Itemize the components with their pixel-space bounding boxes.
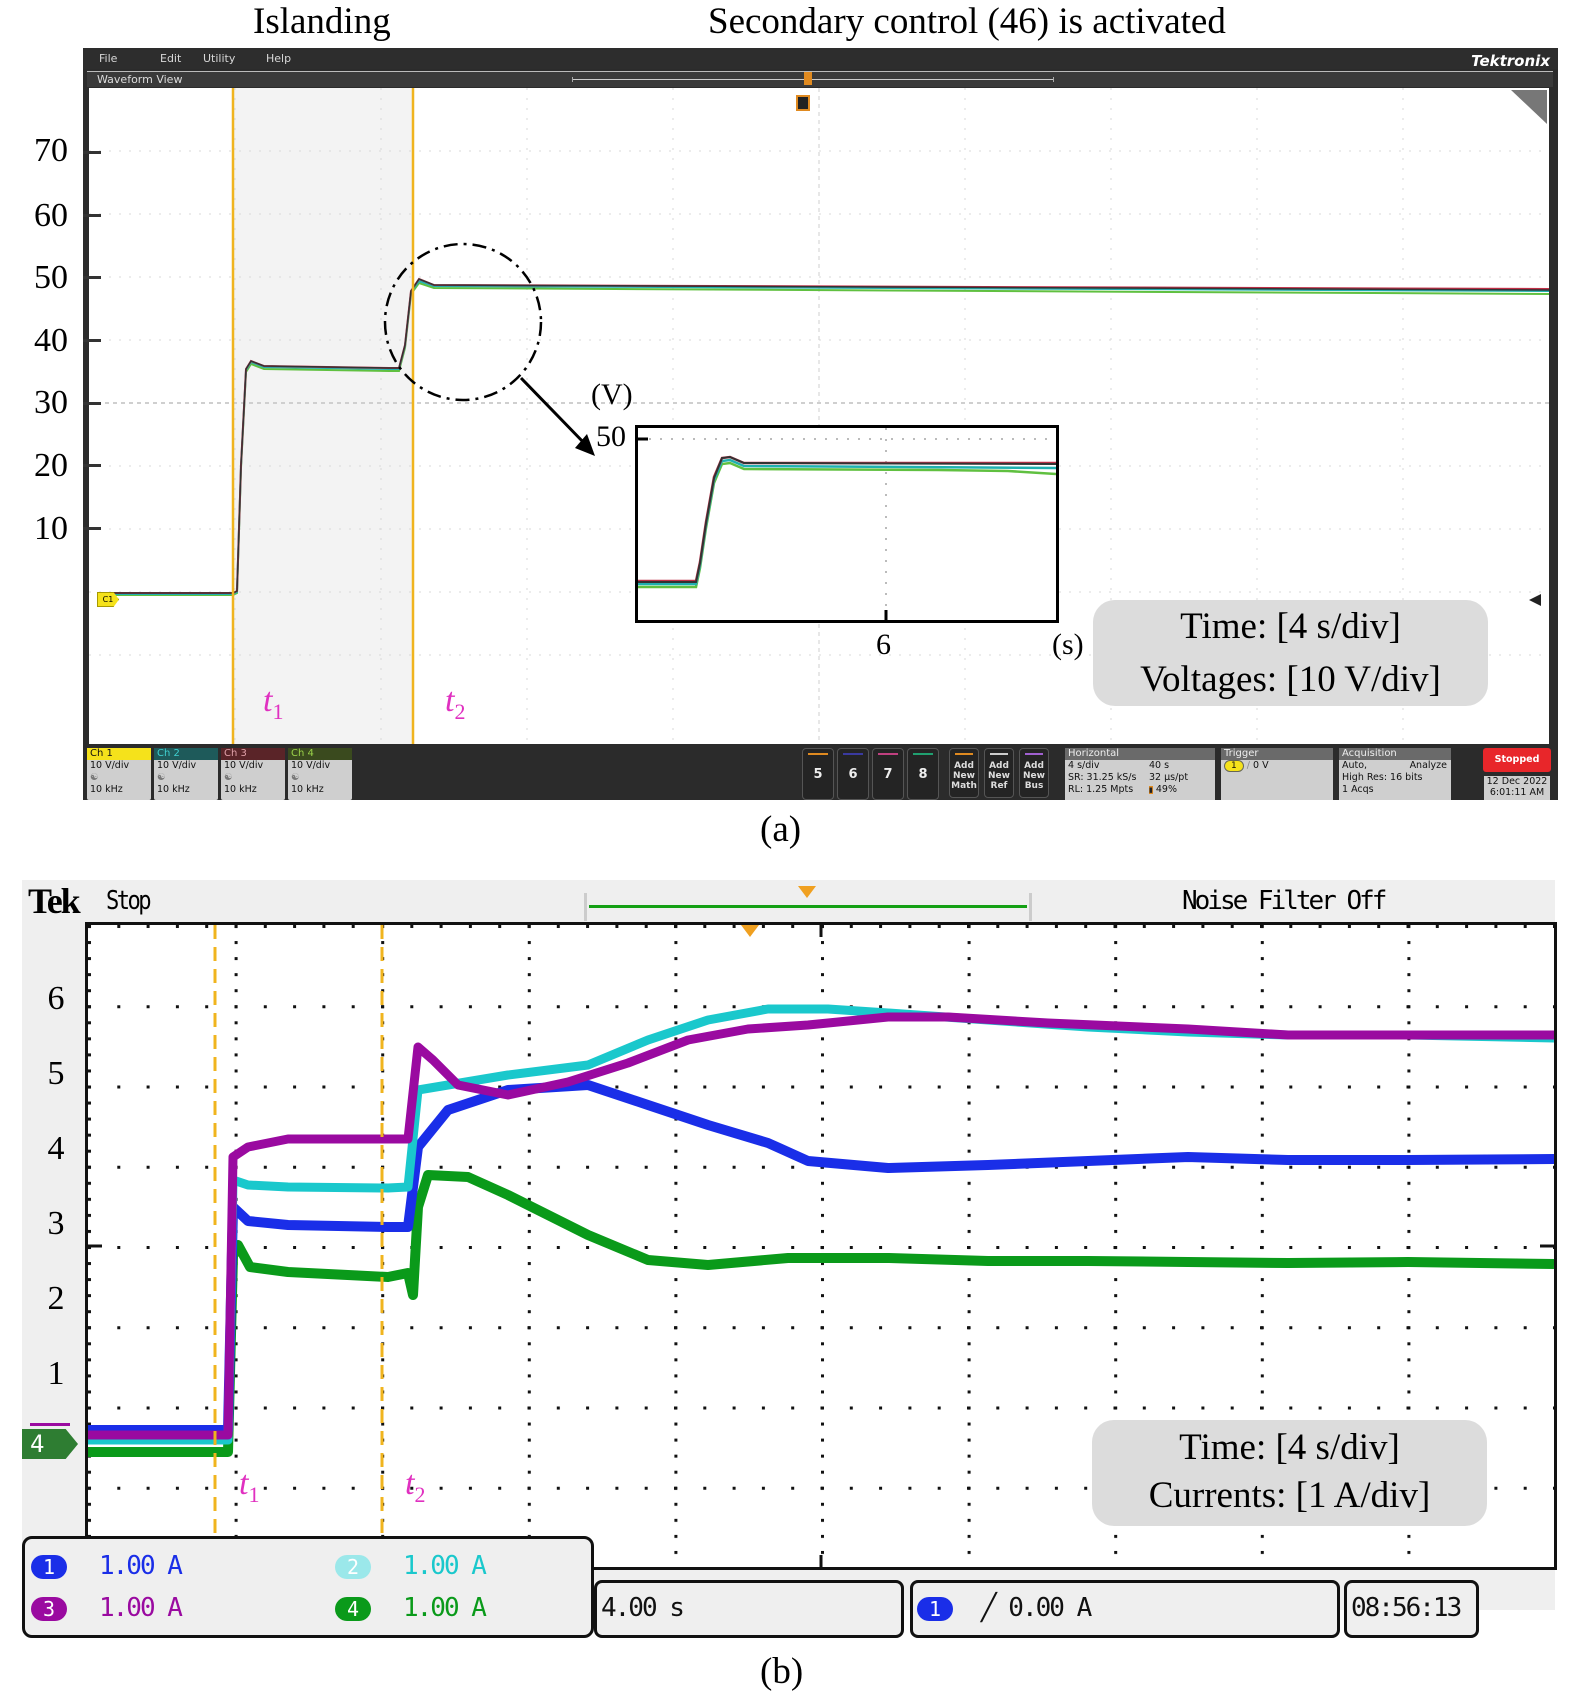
y-tick-label: 30 — [34, 384, 68, 421]
trigger-marker-icon — [741, 925, 759, 937]
record-overview[interactable] — [572, 77, 1054, 82]
menu-file[interactable]: File — [99, 52, 118, 65]
acquisition-state: Stop — [106, 886, 152, 916]
channel-1-badge[interactable]: Ch 1 10 V/div ☯ 10 kHz — [87, 748, 151, 800]
waveform-view-bar: Waveform View — [87, 71, 1553, 87]
channel-5-button[interactable]: 5 — [802, 748, 834, 800]
y-tick-label: 60 — [34, 197, 68, 234]
channel-4-readout[interactable]: 4 1.00 A — [335, 1593, 487, 1623]
timebase-readout[interactable]: 4.00 s — [594, 1580, 904, 1638]
waveform-svg-b — [88, 925, 1555, 1567]
trigger-position-icon — [798, 886, 816, 898]
y-tick — [83, 151, 101, 154]
trigger-marker-icon — [796, 95, 810, 111]
y-tick-label: 4 — [47, 1130, 65, 1167]
clock-readout: 08:56:13 — [1344, 1580, 1479, 1638]
trigger-panel[interactable]: Trigger 1 ∕ 0 V — [1221, 748, 1333, 800]
y-tick-label: 1 — [47, 1355, 65, 1392]
channel-1-readout[interactable]: 1 1.00 A — [31, 1551, 183, 1581]
oscilloscope-a: File Edit Utility Help Tektronix Wavefor… — [83, 48, 1558, 800]
record-overview[interactable] — [584, 893, 1032, 921]
zoom-circle — [383, 242, 543, 402]
noise-filter-status: Noise Filter Off — [1182, 886, 1387, 916]
trigger-position-icon — [804, 72, 812, 85]
time-scale-text: Time: [4 s/div] — [1180, 606, 1401, 647]
brand-logo: Tektronix — [1471, 52, 1550, 70]
channel-readouts: 1 1.00 A 2 1.00 A 3 1.00 A 4 1.00 A — [22, 1536, 594, 1638]
y-tick-label: 2 — [47, 1280, 65, 1317]
y-tick-label: 20 — [34, 447, 68, 484]
y-tick — [83, 527, 101, 530]
scale-info-label-a: Time: [4 s/div] Voltages: [10 V/div] — [1093, 600, 1488, 706]
channel-4-ground-marker[interactable]: 4 — [22, 1429, 78, 1459]
t2-label: t2 — [405, 1465, 426, 1507]
status-bar-a: Ch 1 10 V/div ☯ 10 kHz Ch 2 10 V/div ☯ 1… — [83, 744, 1558, 800]
t1-label: t1 — [239, 1465, 260, 1507]
y-tick-label: 10 — [34, 510, 68, 547]
acquisition-panel[interactable]: Acquisition Auto, Analyze High Res: 16 bi… — [1339, 748, 1451, 800]
channel-2-badge[interactable]: Ch 2 10 V/div ☯ 10 kHz — [154, 748, 218, 800]
inset-zoom — [635, 425, 1059, 623]
y-tick-label: 40 — [34, 322, 68, 359]
panel-a-label: (a) — [760, 809, 802, 850]
channel-3-badge[interactable]: Ch 3 10 V/div ☯ 10 kHz — [221, 748, 285, 800]
menu-help[interactable]: Help — [266, 52, 292, 65]
trigger-readout[interactable]: 1 ╱ 0.00 A — [910, 1580, 1340, 1638]
secondary-control-caption: Secondary control (46) is activated — [708, 1, 1226, 42]
menu-edit[interactable]: Edit — [160, 52, 182, 65]
channel-8-button[interactable]: 8 — [907, 748, 939, 800]
channel-4-badge[interactable]: Ch 4 10 V/div ☯ 10 kHz — [288, 748, 352, 800]
y-tick-label: 70 — [34, 132, 68, 169]
channel-3-readout[interactable]: 3 1.00 A — [31, 1593, 183, 1623]
y-tick-label: 50 — [34, 259, 68, 296]
y-tick — [83, 464, 101, 467]
y-tick — [83, 276, 101, 279]
inset-x-unit: (s) — [1052, 628, 1084, 661]
add-new-bus-button[interactable]: Add New Bus — [1019, 748, 1049, 798]
channel-7-button[interactable]: 7 — [872, 748, 904, 800]
tek-logo: Tek — [28, 881, 81, 921]
channel-1-marker[interactable]: C1 — [97, 592, 119, 607]
run-stop-button[interactable]: Stopped — [1483, 748, 1551, 772]
trigger-source-badge: 1 — [1224, 760, 1244, 772]
scale-info-label-b: Time: [4 s/div] Currents: [1 A/div] — [1092, 1420, 1487, 1526]
islanding-caption: Islanding — [253, 1, 391, 42]
channel-6-button[interactable]: 6 — [837, 748, 869, 800]
time-scale-text: Time: [4 s/div] — [1179, 1427, 1400, 1468]
waveform-view-title: Waveform View — [97, 73, 183, 86]
arrow-head-icon — [575, 434, 595, 456]
y-tick-label: 6 — [47, 980, 65, 1017]
y-tick — [83, 402, 101, 405]
inset-y-tick: 50 — [596, 420, 626, 453]
date-time-display: 12 Dec 2022 6:01:11 AM — [1484, 776, 1550, 800]
trigger-slope-icon: ∕ — [1246, 760, 1250, 771]
horizontal-panel[interactable]: Horizontal 4 s/div 40 s SR: 31.25 kS/s 32 … — [1065, 748, 1215, 800]
inset-x-tick: 6 — [876, 628, 891, 661]
menu-utility[interactable]: Utility — [203, 52, 236, 65]
current-scale-text: Currents: [1 A/div] — [1148, 1475, 1431, 1516]
y-tick-label: 5 — [47, 1055, 65, 1092]
y-tick — [83, 339, 101, 342]
menu-bar: File Edit Utility Help Tektronix — [83, 48, 1558, 70]
add-new-math-button[interactable]: Add New Math — [949, 748, 979, 798]
t1-label: t1 — [263, 682, 284, 724]
y-tick-label: 3 — [47, 1205, 65, 1242]
channel-2-readout[interactable]: 2 1.00 A — [335, 1551, 487, 1581]
islanding-region — [233, 88, 413, 744]
t2-label: t2 — [445, 682, 466, 724]
waveform-plot-b[interactable]: t1 t2 Time: [4 s/div] Currents: [1 A/div… — [85, 922, 1557, 1570]
panel-b-label: (b) — [760, 1651, 804, 1692]
add-new-ref-button[interactable]: Add New Ref — [984, 748, 1014, 798]
y-tick — [83, 214, 101, 217]
inset-y-unit: (V) — [591, 378, 633, 411]
voltage-scale-text: Voltages: [10 V/div] — [1140, 659, 1441, 700]
waveform-plot-a[interactable]: C1 (V) 50 6 (s) Time: [4 s/div] V — [89, 88, 1549, 744]
trigger-source-chip: 1 — [917, 1597, 953, 1621]
oscilloscope-b: Tek Stop Noise Filter Off 6 5 4 3 2 1 4 — [22, 880, 1557, 1638]
channel-3-ground-marker — [30, 1423, 70, 1426]
